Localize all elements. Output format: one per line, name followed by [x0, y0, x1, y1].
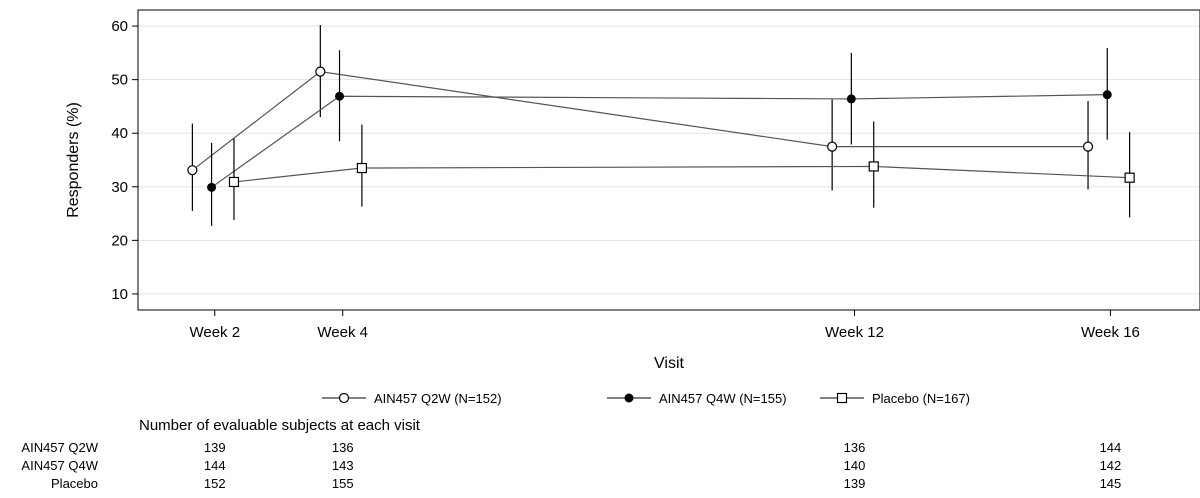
legend-label: AIN457 Q2W (N=152)	[374, 391, 502, 406]
series-0	[187, 25, 1094, 211]
table-row-label: AIN457 Q4W	[21, 458, 98, 473]
legend-label: Placebo (N=167)	[872, 391, 970, 406]
marker-open-circle	[1082, 141, 1094, 152]
x-tick-label: Week 4	[317, 324, 368, 341]
legend-label: AIN457 Q4W (N=155)	[659, 391, 787, 406]
table-row-label: AIN457 Q2W	[21, 440, 98, 455]
series-line	[233, 165, 1130, 183]
marker-open-square	[228, 176, 240, 188]
table-row: AIN457 Q4W 144 143 140 142	[21, 458, 1121, 473]
marker-open-circle	[338, 392, 350, 404]
table-cell: 155	[332, 476, 354, 491]
marker-open-circle	[187, 165, 198, 176]
marker-open-circle	[315, 66, 326, 77]
table-cell: 140	[844, 458, 866, 473]
series-2	[228, 121, 1135, 220]
y-tick-label: 40	[111, 125, 128, 142]
y-axis: 10 20 30 40 50 60	[111, 18, 138, 303]
marker-filled-circle	[1102, 90, 1112, 100]
grid-lines	[138, 25, 1200, 295]
series-line	[192, 70, 1089, 171]
marker-filled-circle	[624, 393, 634, 403]
marker-filled-circle	[335, 91, 345, 101]
legend: AIN457 Q2W (N=152) AIN457 Q4W (N=155) Plac…	[322, 391, 970, 406]
y-tick-label: 20	[111, 232, 128, 249]
plot-frame	[137, 9, 1200, 311]
series-1	[207, 48, 1112, 226]
series-line	[211, 94, 1108, 188]
subjects-table: AIN457 Q2W 139 136 136 144 AIN457 Q4W 144 143 14…	[21, 440, 1121, 491]
y-tick-label: 30	[111, 179, 128, 196]
marker-open-circle	[827, 141, 838, 152]
table-row: Placebo 152 155 139 145	[51, 476, 1121, 491]
marker-open-square	[836, 392, 848, 404]
marker-filled-circle	[846, 94, 856, 104]
table-cell: 142	[1100, 458, 1122, 473]
y-axis-title: Responders (%)	[65, 102, 82, 218]
table-cell: 143	[332, 458, 354, 473]
table-cell: 145	[1100, 476, 1122, 491]
series-group	[187, 25, 1135, 226]
table-row: AIN457 Q2W 139 136 136 144	[21, 440, 1121, 455]
y-tick-label: 60	[111, 18, 128, 35]
table-cell: 152	[204, 476, 226, 491]
table-row-label: Placebo	[51, 476, 98, 491]
legend-item-0: AIN457 Q2W (N=152)	[322, 391, 502, 406]
table-cell: 144	[204, 458, 226, 473]
table-cell: 139	[844, 476, 866, 491]
table-cell: 139	[204, 440, 226, 455]
marker-filled-circle	[207, 182, 217, 192]
marker-open-square	[356, 162, 368, 174]
x-tick-label: Week 12	[825, 324, 884, 341]
marker-open-square	[1124, 172, 1135, 183]
table-cell: 136	[844, 440, 866, 455]
table-cell: 136	[332, 440, 354, 455]
y-tick-label: 10	[111, 286, 128, 303]
table-cell: 144	[1100, 440, 1122, 455]
x-axis: Week 2 Week 4 Week 12 Week 16	[189, 310, 1140, 341]
x-axis-title: Visit	[654, 355, 684, 372]
marker-open-square	[868, 161, 879, 172]
table-title: Number of evaluable subjects at each vis…	[139, 417, 421, 434]
legend-item-1: AIN457 Q4W (N=155)	[607, 391, 787, 406]
y-tick-label: 50	[111, 72, 128, 89]
x-tick-label: Week 2	[189, 324, 240, 341]
legend-item-2: Placebo (N=167)	[820, 391, 970, 406]
x-tick-label: Week 16	[1081, 324, 1140, 341]
